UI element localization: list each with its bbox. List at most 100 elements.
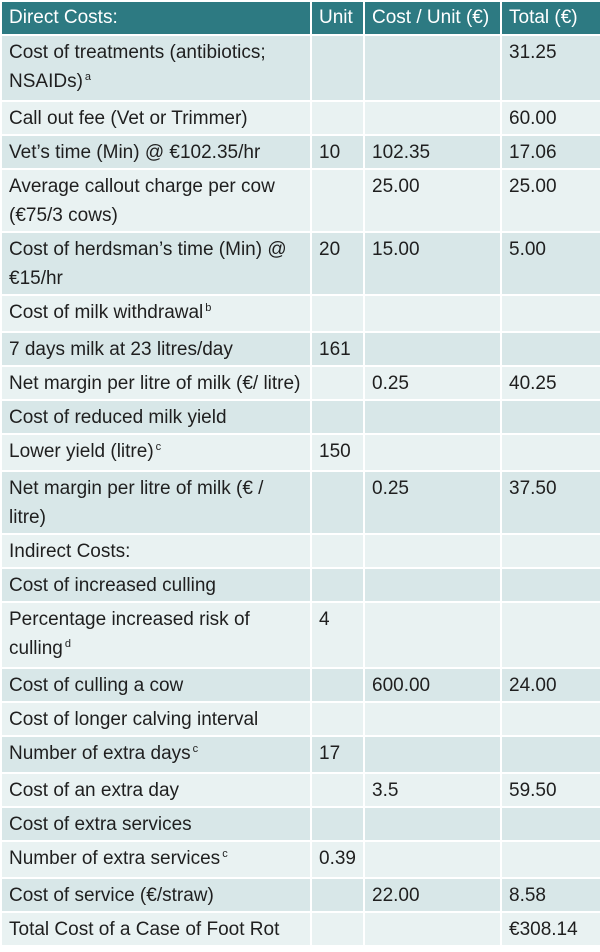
header-total: Total (€) bbox=[500, 0, 600, 36]
row-label: Net margin per litre of milk (€ / litre) bbox=[0, 470, 312, 535]
row-cost-per-unit bbox=[363, 294, 502, 333]
table-row: Cost of service (€/straw) 22.00 8.58 bbox=[0, 877, 600, 913]
row-total: €308.14 bbox=[500, 911, 600, 947]
row-cost-per-unit: 3.5 bbox=[363, 772, 502, 808]
table-row: Cost of extra services bbox=[0, 806, 600, 842]
row-unit bbox=[310, 567, 365, 603]
row-total bbox=[500, 433, 600, 472]
row-label: Cost of milk withdrawal b bbox=[0, 294, 312, 333]
row-total-text: 17.06 bbox=[509, 142, 557, 163]
row-cost-per-unit bbox=[363, 911, 502, 947]
row-total bbox=[500, 399, 600, 435]
row-label-text: Cost of service (€/straw) bbox=[9, 885, 214, 906]
row-cost-per-unit: 600.00 bbox=[363, 667, 502, 703]
row-unit bbox=[310, 911, 365, 947]
row-cost-per-unit: 0.25 bbox=[363, 365, 502, 401]
row-label-text: 7 days milk at 23 litres/day bbox=[9, 339, 233, 360]
row-total: 59.50 bbox=[500, 772, 600, 808]
row-label-text: Cost of treatments (antibiotics; NSAIDs) bbox=[9, 42, 266, 92]
row-total-text: 8.58 bbox=[509, 885, 546, 906]
row-label: Cost of reduced milk yield bbox=[0, 399, 312, 435]
row-unit-text: 17 bbox=[319, 743, 341, 764]
table-body: Cost of treatments (antibiotics; NSAIDs)… bbox=[0, 34, 600, 947]
row-label-text: Net margin per litre of milk (€ / litre) bbox=[9, 478, 264, 528]
row-label: Total Cost of a Case of Foot Rot bbox=[0, 911, 312, 947]
row-unit: 150 bbox=[310, 433, 365, 472]
row-label: 7 days milk at 23 litres/day bbox=[0, 331, 312, 367]
row-unit: 4 bbox=[310, 601, 365, 669]
row-total: 17.06 bbox=[500, 134, 600, 170]
table-row: Lower yield (litre) c 150 bbox=[0, 433, 600, 472]
row-cost-per-unit bbox=[363, 533, 502, 569]
row-unit bbox=[310, 772, 365, 808]
table-row: Average callout charge per cow (€75/3 co… bbox=[0, 168, 600, 233]
row-label-text: Cost of an extra day bbox=[9, 780, 180, 801]
row-cost-per-unit-text: 15.00 bbox=[372, 239, 420, 260]
row-label: Vet’s time (Min) @ €102.35/hr bbox=[0, 134, 312, 170]
table-row: Cost of reduced milk yield bbox=[0, 399, 600, 435]
table-row: 7 days milk at 23 litres/day 161 bbox=[0, 331, 600, 367]
row-total bbox=[500, 840, 600, 879]
row-label: Call out fee (Vet or Trimmer) bbox=[0, 100, 312, 136]
row-total-text: 40.25 bbox=[509, 373, 557, 394]
row-label: Net margin per litre of milk (€/ litre) bbox=[0, 365, 312, 401]
table-row: Cost of treatments (antibiotics; NSAIDs)… bbox=[0, 34, 600, 102]
row-total bbox=[500, 701, 600, 737]
footnote-marker: c bbox=[155, 441, 162, 453]
row-total: 37.50 bbox=[500, 470, 600, 535]
row-label: Cost of herdsman’s time (Min) @ €15/hr bbox=[0, 231, 312, 296]
table-row: Number of extra days c 17 bbox=[0, 735, 600, 774]
row-label-text: Cost of culling a cow bbox=[9, 675, 184, 696]
row-label-text: Call out fee (Vet or Trimmer) bbox=[9, 108, 248, 129]
row-cost-per-unit: 0.25 bbox=[363, 470, 502, 535]
table-row: Percentage increased risk of culling d 4 bbox=[0, 601, 600, 669]
header-cost-per-unit: Cost / Unit (€) bbox=[363, 0, 502, 36]
row-unit: 0.39 bbox=[310, 840, 365, 879]
table-row: Indirect Costs: bbox=[0, 533, 600, 569]
row-total-text: 31.25 bbox=[509, 42, 557, 63]
table-row: Cost of milk withdrawal b bbox=[0, 294, 600, 333]
row-unit bbox=[310, 701, 365, 737]
row-label-text: Lower yield (litre) bbox=[9, 441, 154, 462]
row-cost-per-unit-text: 102.35 bbox=[372, 142, 431, 163]
table-row: Cost of increased culling bbox=[0, 567, 600, 603]
row-unit bbox=[310, 294, 365, 333]
header-direct-costs: Direct Costs: bbox=[0, 0, 312, 36]
row-label-text: Cost of extra services bbox=[9, 814, 192, 835]
row-total-text: 5.00 bbox=[509, 239, 546, 260]
row-unit-text: 4 bbox=[319, 609, 330, 630]
row-label: Number of extra services c bbox=[0, 840, 312, 879]
row-label: Cost of increased culling bbox=[0, 567, 312, 603]
row-unit bbox=[310, 100, 365, 136]
row-cost-per-unit bbox=[363, 840, 502, 879]
row-total-text: 24.00 bbox=[509, 675, 557, 696]
row-cost-per-unit-text: 600.00 bbox=[372, 675, 431, 696]
footnote-marker: a bbox=[84, 71, 92, 83]
table-row: Cost of longer calving interval bbox=[0, 701, 600, 737]
row-total bbox=[500, 294, 600, 333]
row-cost-per-unit: 22.00 bbox=[363, 877, 502, 913]
table-row: Cost of herdsman’s time (Min) @ €15/hr 20… bbox=[0, 231, 600, 296]
row-label-text: Number of extra days bbox=[9, 743, 191, 764]
row-unit: 17 bbox=[310, 735, 365, 774]
footnote-marker: c bbox=[222, 848, 228, 860]
table-row: Total Cost of a Case of Foot Rot €308.14 bbox=[0, 911, 600, 947]
table-row: Cost of an extra day 3.5 59.50 bbox=[0, 772, 600, 808]
row-label: Average callout charge per cow (€75/3 co… bbox=[0, 168, 312, 233]
row-label-text: Cost of herdsman’s time (Min) @ €15/hr bbox=[9, 239, 287, 289]
row-total: 60.00 bbox=[500, 100, 600, 136]
row-unit bbox=[310, 168, 365, 233]
row-label: Cost of an extra day bbox=[0, 772, 312, 808]
row-cost-per-unit-text: 25.00 bbox=[372, 176, 420, 197]
row-cost-per-unit-text: 0.25 bbox=[372, 373, 409, 394]
row-total bbox=[500, 567, 600, 603]
row-unit bbox=[310, 667, 365, 703]
row-total: 40.25 bbox=[500, 365, 600, 401]
row-unit: 161 bbox=[310, 331, 365, 367]
row-total-text: 25.00 bbox=[509, 176, 557, 197]
row-unit-text: 150 bbox=[319, 441, 351, 462]
row-cost-per-unit bbox=[363, 399, 502, 435]
row-cost-per-unit-text: 3.5 bbox=[372, 780, 399, 801]
row-cost-per-unit-text: 0.25 bbox=[372, 478, 409, 499]
row-label-text: Number of extra services bbox=[9, 848, 221, 869]
